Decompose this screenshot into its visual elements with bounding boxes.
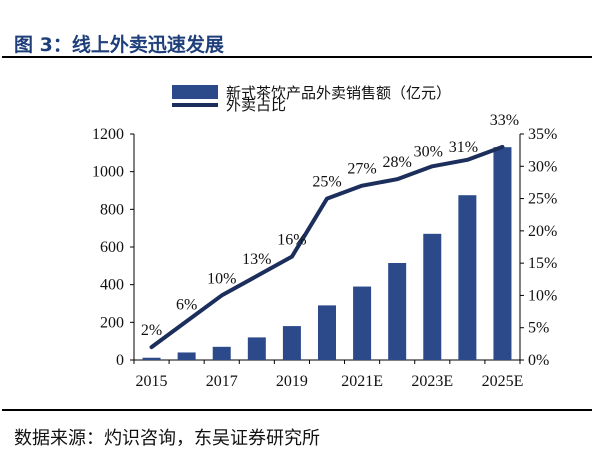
x-axis-tick-label: 2021E	[341, 373, 383, 390]
share-data-label: 13%	[242, 251, 271, 268]
left-axis-tick-label: 200	[100, 314, 124, 331]
right-axis-tick-label: 35%	[528, 126, 557, 143]
bar	[353, 286, 372, 360]
share-data-label: 16%	[277, 232, 306, 249]
right-axis-tick-label: 10%	[528, 287, 557, 304]
bar	[177, 352, 196, 360]
top-rule	[2, 56, 592, 58]
bar	[212, 346, 231, 360]
bar	[282, 326, 301, 360]
line-series	[149, 144, 505, 350]
right-axis-tick-label: 5%	[528, 320, 549, 337]
right-axis-tick-label: 20%	[528, 223, 557, 240]
legend-bar-swatch	[172, 85, 218, 99]
x-axis-tick-label: 2025E	[482, 373, 524, 390]
share-data-label: 28%	[383, 154, 412, 171]
share-data-label: 27%	[347, 161, 376, 178]
left-axis: 0 200 400 600 800 1000 1200	[92, 126, 135, 369]
share-data-label: 33%	[490, 112, 519, 129]
right-axis: 0% 5% 10% 15% 20% 25% 30% 35%	[519, 126, 557, 369]
line-labels: 2% 6% 10% 13% 16% 25% 27% 28%30% 31% 33%	[141, 112, 519, 339]
bar	[142, 357, 161, 360]
left-axis-tick-label: 0	[116, 352, 124, 369]
x-axis: 2015 2017 2019 2021E 2023E 2025E	[133, 359, 524, 390]
figure-title: 图 3：线上外卖迅速发展	[14, 34, 224, 56]
right-axis-tick-label: 30%	[528, 158, 557, 175]
right-axis-tick-label: 0%	[528, 352, 549, 369]
bottom-rule	[2, 409, 592, 411]
left-axis-tick-label: 1000	[92, 164, 124, 181]
left-axis-tick-label: 800	[100, 201, 124, 218]
bar	[423, 233, 442, 360]
legend-bar-label: 新式茶饮产品外卖销售额（亿元）	[226, 85, 451, 102]
bar-series	[142, 147, 512, 360]
legend-line-label: 外卖占比	[226, 97, 286, 114]
left-axis-tick-label: 1200	[92, 126, 124, 143]
left-axis-tick-label: 400	[100, 277, 124, 294]
x-axis-tick-label: 2019	[276, 373, 308, 390]
source-note: 数据来源：灼识咨询，东吴证券研究所	[14, 428, 320, 449]
bar	[318, 305, 336, 360]
bar	[458, 195, 477, 360]
share-data-label: 6%	[176, 296, 197, 313]
bar	[493, 147, 512, 360]
share-data-label: 25%	[312, 174, 341, 191]
left-axis-tick-label: 600	[100, 239, 124, 256]
bar	[388, 263, 407, 360]
x-axis-tick-label: 2015	[136, 373, 168, 390]
share-data-label: 31%	[449, 139, 478, 156]
share-data-label: 10%	[207, 270, 236, 287]
share-data-label: 30%	[414, 143, 443, 160]
legend: 新式茶饮产品外卖销售额（亿元） 外卖占比	[172, 85, 451, 114]
bar	[247, 337, 266, 360]
right-axis-tick-label: 15%	[528, 255, 557, 272]
x-axis-tick-label: 2023E	[411, 373, 453, 390]
right-axis-tick-label: 25%	[528, 191, 557, 208]
x-axis-tick-label: 2017	[206, 373, 238, 390]
share-data-label: 2%	[141, 322, 162, 339]
